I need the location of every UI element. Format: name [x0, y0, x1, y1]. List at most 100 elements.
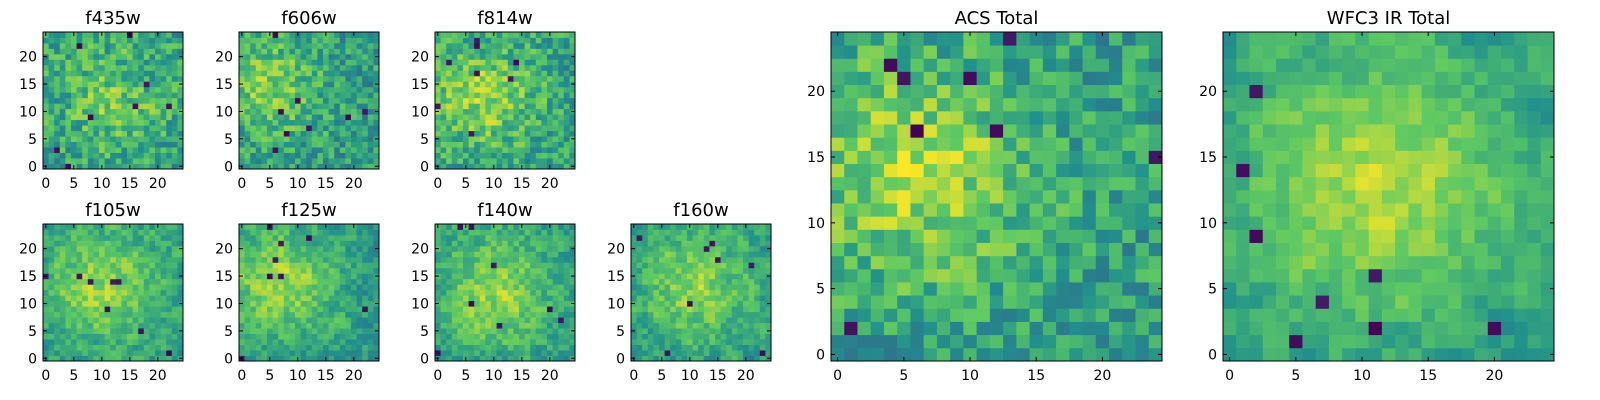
heatmap-cell [491, 278, 497, 285]
heatmap-cell [328, 350, 335, 356]
heatmap-cell [1109, 347, 1123, 362]
heatmap-cell [166, 251, 173, 258]
heatmap-cell [295, 136, 301, 142]
heatmap-cell [132, 240, 139, 247]
heatmap-cell [59, 64, 66, 71]
heatmap-cell [93, 267, 100, 274]
heatmap-cell [300, 119, 307, 126]
heatmap-cell [457, 136, 464, 142]
heatmap-cell [513, 119, 520, 126]
heatmap-cell [659, 278, 665, 285]
heatmap-cell [110, 147, 117, 153]
heatmap-cell [367, 125, 374, 132]
heatmap-cell [451, 245, 458, 252]
heatmap-cell [451, 125, 458, 132]
y-tick-label: 5 [420, 324, 429, 340]
heatmap-cell [463, 245, 469, 252]
heatmap-cell [513, 300, 520, 307]
heatmap-cell [267, 333, 273, 340]
heatmap-cell [43, 130, 49, 137]
heatmap-cell [731, 278, 738, 285]
heatmap-cell [362, 103, 369, 110]
heatmap-cell [675, 306, 682, 313]
heatmap-cell [563, 284, 570, 291]
heatmap-cell [255, 119, 262, 126]
heatmap-cell [306, 70, 313, 77]
heatmap-cell [552, 328, 559, 334]
heatmap-cell [289, 92, 296, 99]
heatmap-cell [82, 289, 89, 296]
heatmap-cell [323, 278, 329, 285]
heatmap-cell [1082, 189, 1097, 204]
heatmap-cell [468, 300, 475, 307]
heatmap-cell [1016, 163, 1030, 178]
x-tick-label: 10 [93, 368, 111, 384]
heatmap-cell [530, 125, 537, 132]
heatmap-cell [278, 92, 285, 99]
heatmap-cell [653, 273, 660, 280]
heatmap-cell [485, 273, 492, 280]
heatmap-cell [367, 32, 374, 38]
heatmap-cell [138, 53, 145, 60]
heatmap-cell [507, 53, 514, 60]
heatmap-cell [703, 229, 710, 236]
heatmap-cell [311, 119, 318, 126]
heatmap-cell [334, 317, 341, 324]
heatmap-cell [278, 59, 285, 66]
heatmap-cell [121, 147, 128, 153]
heatmap-cell [345, 333, 352, 340]
heatmap-cell [317, 147, 324, 153]
heatmap-cell [110, 59, 117, 66]
heatmap-cell [295, 92, 301, 99]
heatmap-cell [362, 317, 369, 324]
heatmap-cell [681, 289, 688, 296]
heatmap-cell [530, 147, 537, 153]
heatmap-cell [295, 234, 301, 241]
heatmap-cell [155, 344, 161, 351]
heatmap-cell [132, 300, 139, 307]
heatmap-cell [149, 70, 156, 77]
heatmap-cell [160, 125, 167, 132]
heatmap-cell [535, 119, 542, 126]
heatmap-cell [99, 75, 105, 82]
heatmap-cell [295, 289, 301, 296]
heatmap-cell [82, 42, 89, 49]
heatmap-cell [323, 119, 329, 126]
heatmap-cell [328, 344, 335, 351]
heatmap-cell [726, 322, 733, 329]
heatmap-cell [255, 278, 262, 285]
heatmap-cell [743, 300, 749, 307]
heatmap-cell [306, 48, 313, 55]
heatmap-cell [166, 284, 173, 291]
heatmap-cell [642, 355, 649, 362]
heatmap-cell [664, 273, 671, 280]
heatmap-cell [149, 48, 156, 55]
heatmap-cell [127, 240, 133, 247]
heatmap-cell [558, 125, 565, 132]
heatmap-cell [143, 70, 150, 77]
heatmap-cell [76, 86, 83, 93]
heatmap-cell [535, 240, 542, 247]
heatmap-cell [87, 163, 94, 170]
heatmap-cell [115, 328, 122, 334]
heatmap-cell [239, 333, 245, 340]
heatmap-cell [703, 355, 710, 362]
heatmap-cell [43, 48, 49, 55]
heatmap-cell [759, 328, 766, 334]
heatmap-cell [530, 224, 537, 230]
heatmap-cell [82, 75, 89, 82]
heatmap-cell [93, 262, 100, 269]
heatmap-cell [670, 224, 677, 230]
heatmap-cell [104, 70, 111, 77]
heatmap-cell [535, 350, 542, 356]
heatmap-cell [754, 251, 761, 258]
heatmap-cell [491, 92, 497, 99]
heatmap-cell [255, 114, 262, 121]
heatmap-cell [155, 92, 161, 99]
heatmap-cell [491, 70, 497, 77]
heatmap-cell [513, 141, 520, 148]
heatmap-cell [474, 240, 481, 247]
heatmap-cell [715, 295, 721, 302]
heatmap-cell [244, 32, 251, 38]
heatmap-cell [311, 322, 318, 329]
